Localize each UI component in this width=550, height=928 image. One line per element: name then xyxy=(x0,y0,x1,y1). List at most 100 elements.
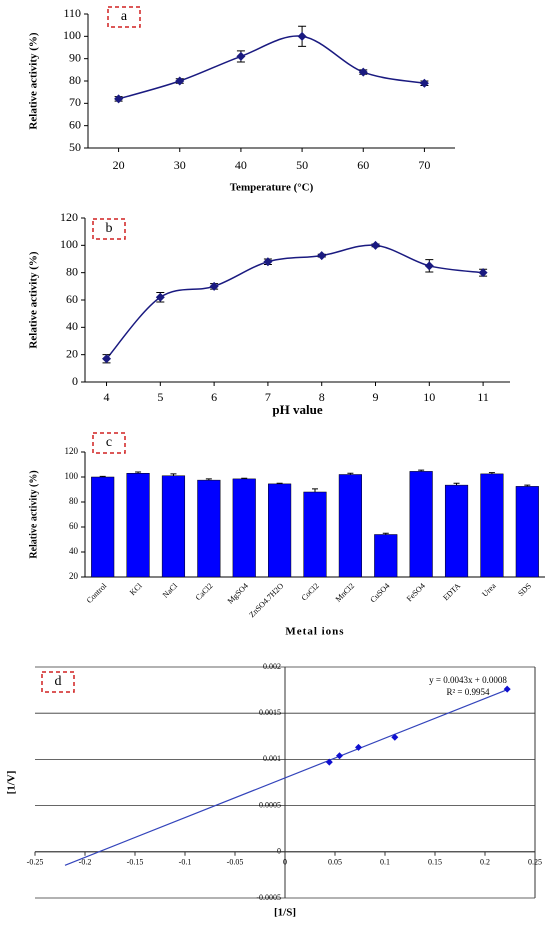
error-bar xyxy=(170,473,177,476)
bar xyxy=(338,474,362,578)
x-tick-label: 50 xyxy=(296,158,308,172)
y-tick-label: 0 xyxy=(277,847,281,856)
point xyxy=(419,78,429,88)
error-bar xyxy=(382,532,389,535)
y-tick-label: 70 xyxy=(69,95,81,109)
point xyxy=(358,67,368,77)
x-tick-label: SDS xyxy=(516,581,533,598)
x-tick-label: -0.15 xyxy=(127,858,144,867)
bar xyxy=(444,484,469,578)
x-tick-label: -0.1 xyxy=(179,858,192,867)
point xyxy=(371,240,381,250)
x-tick-label: EDTA xyxy=(441,581,462,602)
x-tick-label: 60 xyxy=(357,158,369,172)
point xyxy=(355,743,362,751)
y-tick-label: 40 xyxy=(69,546,79,556)
error-bar xyxy=(418,469,425,472)
error-bar xyxy=(524,484,531,487)
y-tick-label: 0.001 xyxy=(263,754,281,763)
x-tick-label: 0.15 xyxy=(428,858,442,867)
panel-label: a xyxy=(121,9,128,24)
x-tick-label: MnCl2 xyxy=(334,581,356,603)
x-tick-label: 0.1 xyxy=(380,858,390,867)
y-tick-label: 0.0015 xyxy=(259,708,281,717)
y-tick-label: 40 xyxy=(66,319,78,333)
y-tick-label: 0.002 xyxy=(263,662,281,671)
point xyxy=(155,292,165,302)
panel-label: b xyxy=(106,221,113,236)
trendline xyxy=(64,689,508,866)
x-tick-label: NaCl xyxy=(161,581,180,600)
point xyxy=(236,51,246,61)
bar xyxy=(303,491,327,578)
y-axis-label: Relative activity (%) xyxy=(28,251,40,348)
x-tick-label: KCl xyxy=(128,581,144,597)
y-tick-label: -0.0005 xyxy=(256,893,281,902)
y-tick-label: 80 xyxy=(66,264,78,278)
point xyxy=(336,752,343,760)
line xyxy=(118,35,425,100)
x-tick-label: 10 xyxy=(423,390,435,404)
x-tick-label: 0.2 xyxy=(480,858,490,867)
y-tick-label: 80 xyxy=(69,496,79,506)
x-tick-label: 30 xyxy=(174,158,186,172)
x-tick-label: -0.05 xyxy=(227,858,244,867)
y-tick-label: 0 xyxy=(72,374,78,388)
y-tick-label: 120 xyxy=(60,210,78,224)
error-bar xyxy=(205,478,212,481)
x-tick-label: 5 xyxy=(157,390,163,404)
x-tick-label: 9 xyxy=(373,390,379,404)
x-tick-label: 70 xyxy=(418,158,430,172)
error-bar xyxy=(135,471,142,474)
x-tick-label: 4 xyxy=(104,390,110,404)
x-tick-label: ZnSO4.7H2O xyxy=(247,581,285,619)
error-bar xyxy=(347,472,354,475)
bar xyxy=(91,476,115,578)
point xyxy=(209,281,219,291)
panel-label: c xyxy=(106,435,112,450)
y-tick-label: 20 xyxy=(69,571,79,581)
error-bar xyxy=(488,472,495,474)
x-axis-label: pH value xyxy=(272,402,322,417)
y-tick-label: 60 xyxy=(69,521,79,531)
annotation: R² = 0.9954 xyxy=(446,687,490,697)
x-tick-label: 7 xyxy=(265,390,271,404)
bar xyxy=(126,473,150,578)
bar xyxy=(409,471,433,578)
x-tick-label: MgSO4 xyxy=(226,581,250,605)
point xyxy=(114,94,124,104)
y-tick-label: 60 xyxy=(66,292,78,306)
y-tick-label: 90 xyxy=(69,50,81,64)
error-bar xyxy=(99,475,106,477)
y-tick-label: 80 xyxy=(69,73,81,87)
x-tick-label: 8 xyxy=(319,390,325,404)
point xyxy=(102,354,112,364)
y-tick-label: 100 xyxy=(65,471,79,481)
panel-label: d xyxy=(55,674,62,689)
y-tick-label: 0.0005 xyxy=(259,800,281,809)
x-tick-label: CaCl2 xyxy=(194,581,215,602)
point xyxy=(391,733,399,741)
point xyxy=(325,758,333,766)
panel-label-box xyxy=(41,671,75,693)
point xyxy=(175,76,185,86)
bar xyxy=(374,534,398,578)
panel-label-box xyxy=(92,432,126,454)
x-tick-label: FeSO4 xyxy=(405,581,427,603)
bar xyxy=(480,473,504,578)
y-axis-label: Relative activity (%) xyxy=(28,470,39,558)
x-tick-label: -0.2 xyxy=(79,858,92,867)
y-tick-label: 20 xyxy=(66,346,78,360)
bar xyxy=(515,486,539,578)
y-tick-label: 100 xyxy=(63,28,81,42)
point xyxy=(424,261,434,271)
x-tick-label: Urea xyxy=(480,581,498,599)
x-tick-label: Control xyxy=(85,581,109,605)
x-tick-label: 0 xyxy=(283,858,287,867)
point xyxy=(503,685,511,693)
point xyxy=(478,268,488,278)
error-bar xyxy=(312,488,318,492)
annotation: y = 0.0043x + 0.0008 xyxy=(429,675,507,685)
bar xyxy=(268,483,292,578)
